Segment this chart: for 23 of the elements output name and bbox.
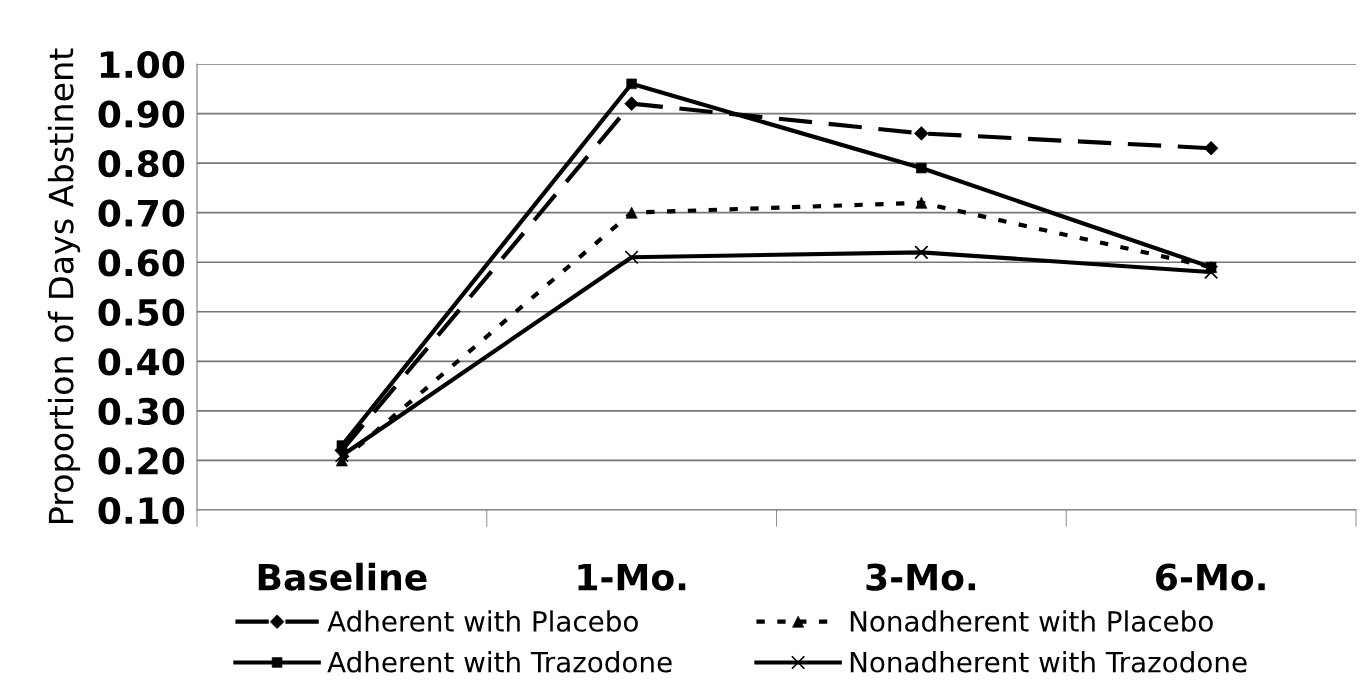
y-tick-label: 0.40 <box>98 348 185 376</box>
y-tick-label: 0.60 <box>98 249 185 277</box>
point <box>334 448 349 463</box>
x-tick-label: 1-Mo. <box>578 563 686 591</box>
point <box>1204 265 1219 280</box>
y-tick-label: 1.00 <box>100 50 185 79</box>
y-tick-label: 0.70 <box>98 199 185 227</box>
legend-label: Adherent with Placebo <box>327 610 638 632</box>
y-tick-label: 0.50 <box>98 298 185 327</box>
y-tick-label: 0.30 <box>98 397 185 426</box>
y-tick-label: 0.90 <box>98 100 185 128</box>
x-tick-label: 6-Mo. <box>1156 563 1265 591</box>
x-tick-label: 3-Mo. <box>866 563 975 591</box>
x-tick-label: Baseline <box>258 562 427 591</box>
point <box>914 245 929 260</box>
legend-label: Adherent with Trazodone <box>327 651 672 673</box>
y-tick-label: 0.10 <box>98 496 185 525</box>
point <box>624 250 639 265</box>
legend-label: Nonadherent with Placebo <box>850 610 1213 632</box>
y-tick-label: 0.80 <box>98 150 185 178</box>
y-tick-label: 0.20 <box>98 447 185 475</box>
y-axis-title: Proportion of Days Abstinent <box>47 48 81 524</box>
legend-label: Nonadherent with Trazodone <box>850 651 1247 673</box>
